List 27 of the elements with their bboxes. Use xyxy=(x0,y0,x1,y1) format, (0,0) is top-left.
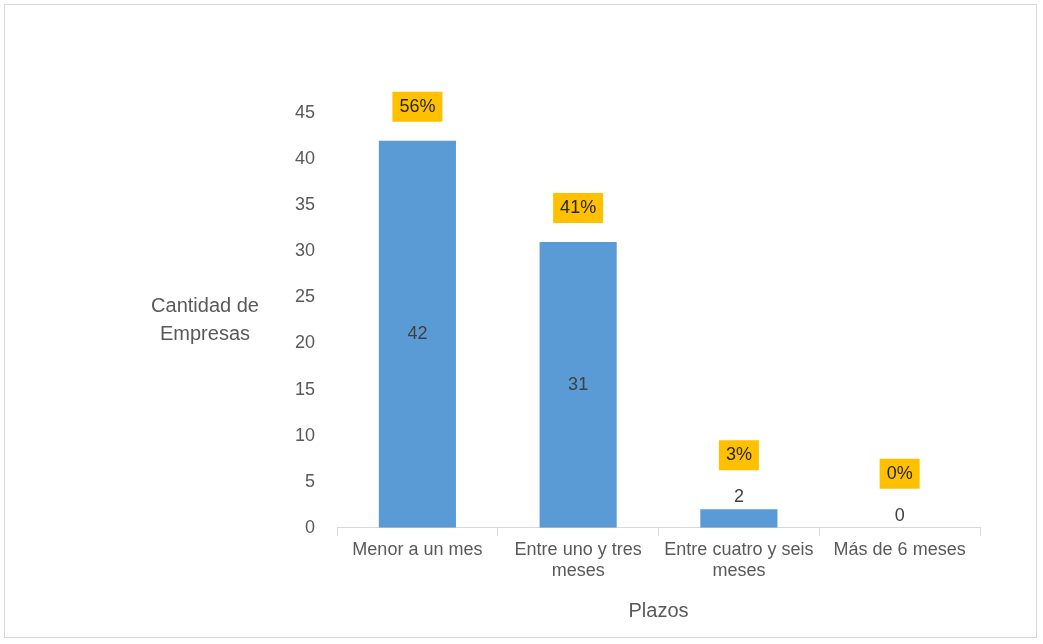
data-label: 0 xyxy=(894,504,905,525)
y-tick-label: 10 xyxy=(294,424,316,445)
annotation: 0% xyxy=(886,462,913,483)
x-tick-label: Entre uno y tres meses xyxy=(514,538,642,581)
y-axis-title: Cantidad de Empresas xyxy=(151,293,259,344)
y-tick-label: 15 xyxy=(294,378,316,399)
y-tick-label: 35 xyxy=(294,194,316,215)
bar xyxy=(378,140,456,528)
x-axis-title: Plazos xyxy=(628,598,689,621)
data-label: 2 xyxy=(733,486,744,507)
y-tick-label: 30 xyxy=(294,240,316,261)
bar xyxy=(539,242,617,528)
annotation: 3% xyxy=(725,444,752,465)
y-tick-label: 45 xyxy=(294,101,316,122)
x-tick-label: Más de 6 meses xyxy=(833,538,966,559)
y-tick-label: 25 xyxy=(294,286,316,307)
data-label: 42 xyxy=(407,323,428,344)
y-tick-label: 40 xyxy=(294,148,316,169)
x-tick-label: Entre cuatro y seis meses xyxy=(664,538,814,581)
y-tick-label: 0 xyxy=(305,516,316,537)
y-tick-label: 5 xyxy=(305,470,316,491)
bar xyxy=(700,509,778,528)
data-label: 31 xyxy=(568,373,589,394)
annotation: 56% xyxy=(399,95,436,116)
y-tick-label: 20 xyxy=(294,332,316,353)
annotation: 41% xyxy=(560,197,597,218)
x-tick-label: Menor a un mes xyxy=(352,538,483,559)
